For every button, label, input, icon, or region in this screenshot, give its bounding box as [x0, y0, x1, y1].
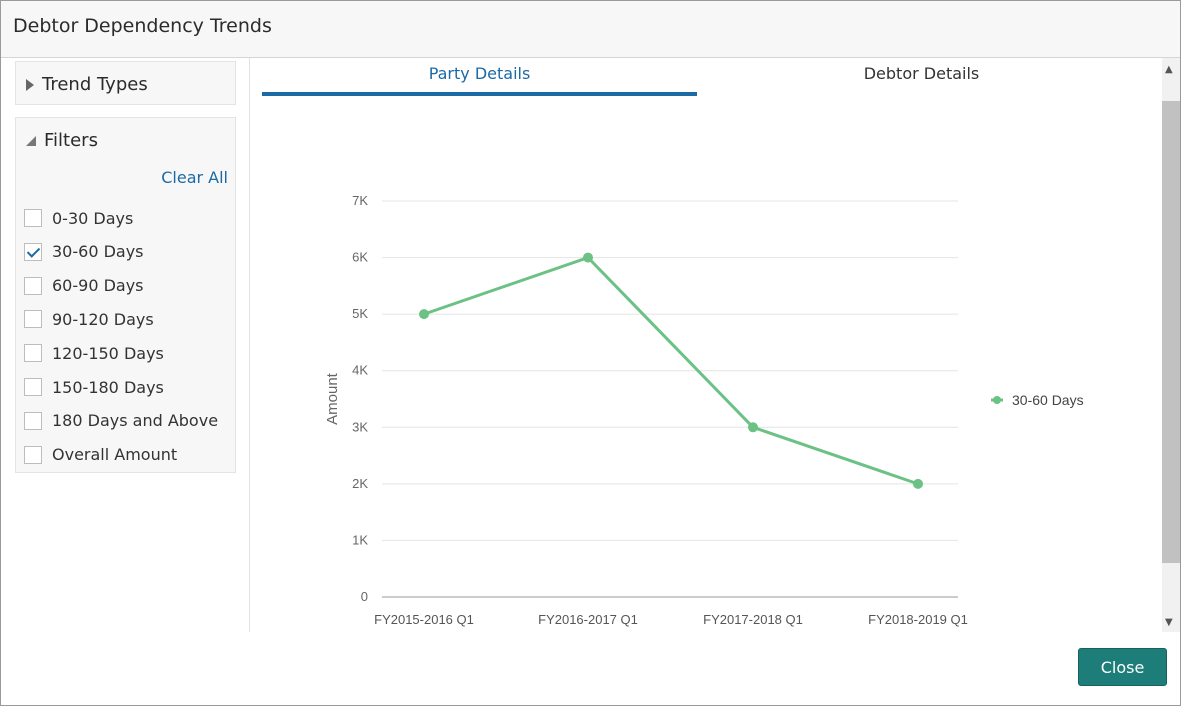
filter-checkbox[interactable] [24, 344, 42, 363]
legend-label: 30-60 Days [1012, 392, 1084, 408]
expand-arrow-icon [26, 78, 34, 91]
filter-option[interactable]: 30-60 Days [24, 241, 144, 263]
scrollbar-thumb[interactable] [1162, 101, 1180, 563]
filter-option[interactable]: Overall Amount [24, 444, 177, 466]
x-tick-label: FY2016-2017 Q1 [538, 612, 638, 627]
filter-option[interactable]: 60-90 Days [24, 275, 144, 297]
tab-debtor-details[interactable]: Debtor Details [863, 64, 980, 83]
data-point [748, 422, 758, 433]
filter-label: 150-180 Days [52, 377, 164, 397]
filter-checkbox[interactable] [24, 242, 42, 261]
clear-all-link[interactable]: Clear All [161, 168, 228, 187]
filter-label: 30-60 Days [52, 242, 144, 262]
filter-option[interactable]: 90-120 Days [24, 308, 154, 330]
filter-option[interactable]: 120-150 Days [24, 342, 164, 364]
filter-checkbox[interactable] [24, 310, 42, 329]
scroll-up-arrow-icon[interactable]: ▲ [1165, 64, 1173, 75]
filters-toggle[interactable]: Filters [26, 130, 98, 151]
chart-area: Party Details Debtor Details 0 1K 2K 3K 4K 5K… [250, 58, 1161, 632]
tab-party-details[interactable]: Party Details [428, 64, 531, 83]
sidebar: Trend Types Filters Clear All 0-30 Days 3… [1, 58, 250, 632]
data-point [419, 309, 429, 320]
filter-checkbox[interactable] [24, 276, 42, 295]
trend-types-panel: Trend Types [15, 61, 236, 105]
y-tick-label: 5K [352, 306, 368, 321]
filters-label: Filters [44, 130, 98, 151]
close-button[interactable]: Close [1078, 648, 1167, 686]
line-chart: 0 1K 2K 3K 4K 5K 6K 7K Amount FY2015-2016 Q1 FY201… [324, 193, 1084, 627]
data-point [583, 252, 593, 263]
y-tick-label: 3K [352, 419, 368, 434]
filter-option[interactable]: 180 Days and Above [24, 410, 218, 432]
y-tick-label: 1K [352, 532, 368, 547]
y-tick-label: 0 [361, 589, 368, 604]
series-line [423, 255, 919, 486]
filters-panel: Filters Clear All 0-30 Days 30-60 Days 60-… [15, 117, 236, 473]
x-tick-label: FY2015-2016 Q1 [374, 612, 474, 627]
filter-option[interactable]: 0-30 Days [24, 207, 133, 229]
filter-label: Overall Amount [52, 445, 178, 465]
filter-label: 120-150 Days [52, 343, 164, 363]
filter-label: 60-90 Days [52, 276, 144, 296]
dialog-title: Debtor Dependency Trends [13, 15, 272, 37]
filter-label: 90-120 Days [52, 309, 154, 329]
active-tab-indicator [262, 92, 697, 96]
filter-checkbox[interactable] [24, 378, 42, 396]
filter-option[interactable]: 150-180 Days [24, 376, 164, 398]
filter-checkbox[interactable] [24, 411, 42, 430]
x-tick-label: FY2018-2019 Q1 [868, 612, 968, 627]
filter-label: 0-30 Days [52, 208, 134, 228]
y-tick-label: 4K [352, 363, 368, 378]
dialog-footer: Close [1, 632, 1180, 705]
collapse-arrow-icon [26, 135, 36, 146]
filter-checkbox[interactable] [24, 445, 42, 464]
trend-types-toggle[interactable]: Trend Types [26, 74, 148, 95]
legend-swatch-marker [993, 396, 1001, 404]
y-tick-label: 7K [352, 193, 368, 208]
dialog-titlebar: Debtor Dependency Trends [1, 1, 1180, 58]
scroll-down-arrow-icon[interactable]: ▼ [1165, 617, 1173, 628]
filter-label: 180 Days and Above [52, 411, 219, 431]
vertical-scrollbar[interactable]: ▲ ▼ [1162, 58, 1180, 632]
x-tick-label: FY2017-2018 Q1 [703, 612, 803, 627]
y-tick-label: 6K [352, 250, 368, 265]
trend-types-label: Trend Types [42, 74, 148, 95]
filter-checkbox[interactable] [24, 209, 42, 227]
data-point [913, 478, 923, 489]
y-axis-label: Amount [324, 372, 341, 425]
y-tick-label: 2K [352, 476, 368, 491]
